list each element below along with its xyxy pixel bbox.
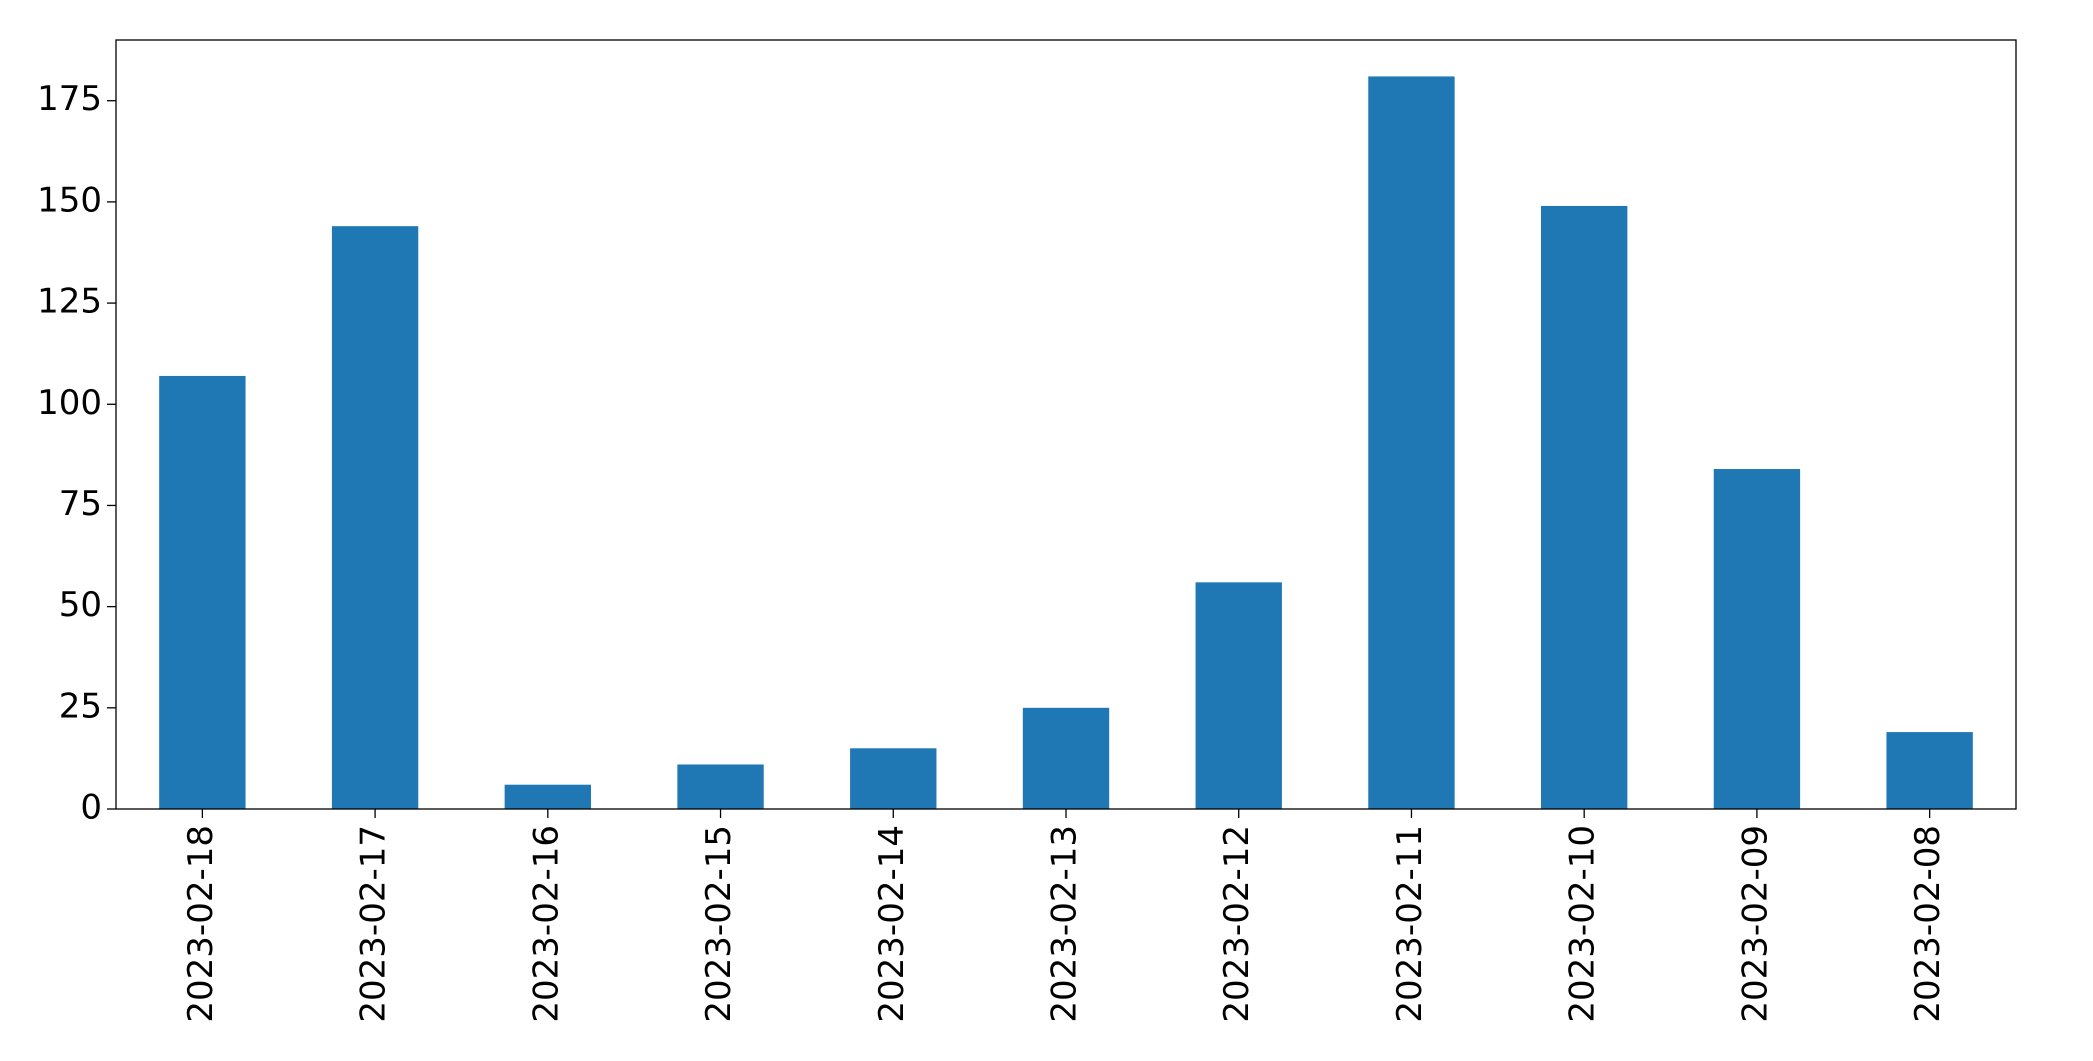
bar [1886, 732, 1973, 809]
x-tick-label: 2023-02-16 [526, 825, 566, 1023]
y-tick-label: 150 [37, 180, 102, 220]
bar [1713, 469, 1801, 809]
x-tick-label: 2023-02-18 [181, 825, 221, 1023]
bar [850, 748, 937, 809]
y-tick-label: 75 [59, 484, 102, 524]
x-tick-label: 2023-02-14 [872, 825, 912, 1023]
y-tick-label: 0 [80, 788, 102, 828]
x-tick-label: 2023-02-11 [1390, 825, 1430, 1023]
y-tick-label: 175 [37, 79, 102, 119]
x-tick-label: 2023-02-08 [1908, 825, 1948, 1023]
bar [1022, 707, 1110, 809]
x-tick-label: 2023-02-13 [1045, 825, 1085, 1023]
x-tick-label: 2023-02-15 [699, 825, 739, 1023]
x-tick-label: 2023-02-12 [1217, 825, 1257, 1023]
x-tick-label: 2023-02-17 [354, 825, 394, 1023]
y-tick-label: 25 [59, 686, 102, 726]
bar [1368, 76, 1455, 809]
bar [331, 226, 419, 809]
bar [1541, 205, 1628, 809]
y-tick-label: 50 [59, 585, 102, 625]
bar [1195, 582, 1282, 809]
x-tick-label: 2023-02-09 [1735, 825, 1775, 1023]
x-tick-label: 2023-02-10 [1563, 825, 1603, 1023]
y-tick-label: 125 [37, 282, 102, 322]
bar [159, 375, 246, 809]
bar [677, 764, 764, 809]
bar [504, 784, 591, 809]
plot-frame [115, 39, 2017, 810]
y-tick-label: 100 [37, 383, 102, 423]
